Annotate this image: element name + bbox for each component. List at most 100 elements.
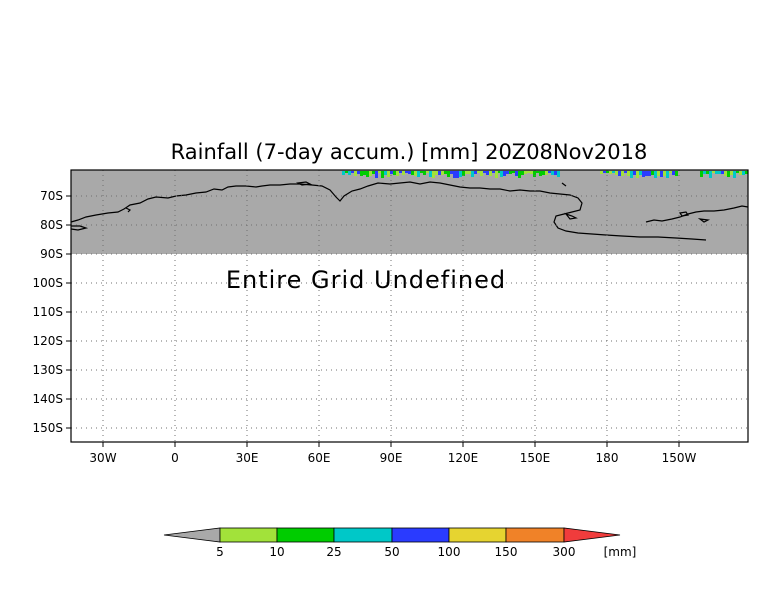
rain-patch <box>727 171 730 177</box>
rain-patch <box>492 171 495 173</box>
rain-patch <box>405 171 408 173</box>
rain-patch <box>444 171 447 174</box>
rain-patch <box>739 171 742 175</box>
rain-patch <box>450 171 453 174</box>
rain-patch <box>618 171 621 176</box>
rain-patch <box>715 171 718 174</box>
rain-patch <box>402 171 405 175</box>
x-tick-label: 30W <box>89 451 116 465</box>
rain-patch <box>706 171 709 174</box>
rain-patch <box>627 171 630 176</box>
rain-patch <box>621 171 624 176</box>
rain-patch <box>495 171 498 178</box>
rain-patch <box>557 171 560 177</box>
rain-patch <box>633 171 636 175</box>
x-tick-label: 120E <box>448 451 479 465</box>
rain-patch <box>536 171 539 173</box>
rain-patch <box>462 171 465 176</box>
rain-patch <box>733 171 736 178</box>
rain-patch <box>390 171 393 174</box>
rain-patch <box>498 171 501 173</box>
colorbar-label: 5 <box>216 545 224 559</box>
rain-patch <box>351 171 354 173</box>
colorbar: 5 10 25 50 100 150 300 [mm] <box>163 527 637 559</box>
rain-patch <box>357 171 360 174</box>
y-tick-label: 100S <box>32 276 63 290</box>
rain-patch <box>527 171 530 173</box>
x-tick-label: 0 <box>171 451 179 465</box>
x-axis-labels: 30W 0 30E 60E 90E 120E 150E 180 150W <box>89 451 696 465</box>
y-tick-label: 130S <box>32 363 63 377</box>
rain-patch <box>465 171 468 174</box>
rain-patch <box>639 171 642 175</box>
rain-patch <box>524 171 527 174</box>
rain-patch <box>651 171 654 175</box>
rain-patch <box>624 171 627 173</box>
rain-patch <box>486 171 489 175</box>
x-tick-label: 60E <box>308 451 331 465</box>
rain-patch <box>742 171 745 175</box>
rain-patch <box>554 171 557 175</box>
rain-patch <box>471 171 474 177</box>
x-tick-label: 30E <box>236 451 259 465</box>
colorbar-segment <box>276 527 335 543</box>
colorbar-segment <box>505 527 565 543</box>
rain-patch <box>539 171 542 176</box>
rain-patch <box>378 171 381 173</box>
undefined-region <box>71 170 748 254</box>
colorbar-units: [mm] <box>604 545 637 559</box>
rain-patch <box>506 171 509 174</box>
rain-patch <box>657 171 660 176</box>
rain-patch <box>363 171 366 175</box>
x-tick-label: 180 <box>596 451 619 465</box>
rain-patch <box>672 171 675 175</box>
rain-patch <box>387 171 390 177</box>
rain-patch <box>600 171 603 174</box>
rain-patch <box>603 171 606 173</box>
rain-patch <box>366 171 369 177</box>
rain-patch <box>730 171 733 175</box>
rain-patch <box>545 171 548 175</box>
rain-patch <box>642 171 645 177</box>
rain-patch <box>703 171 706 174</box>
rain-patch <box>345 171 348 173</box>
rain-patch <box>438 171 441 175</box>
rain-patch <box>393 171 396 175</box>
rain-patch <box>399 171 402 173</box>
rain-patch <box>515 171 518 176</box>
rain-patch <box>606 171 609 173</box>
colorbar-over-triangle <box>563 527 621 543</box>
rain-patch <box>724 171 727 176</box>
rain-patch <box>530 171 533 174</box>
rain-patch <box>435 171 438 175</box>
y-tick-label: 140S <box>32 392 63 406</box>
rain-patch <box>480 171 483 176</box>
colorbar-label: 25 <box>326 545 341 559</box>
rain-patch <box>509 171 512 174</box>
x-tick-label: 150E <box>520 451 551 465</box>
rain-patch <box>423 171 426 175</box>
rain-patch <box>396 171 399 176</box>
rain-patch <box>447 171 450 177</box>
rain-patch <box>417 171 420 177</box>
rain-patch <box>453 171 456 178</box>
rain-patch <box>542 171 545 175</box>
rain-patch <box>489 171 492 176</box>
rain-patch <box>615 171 618 175</box>
axis-ticks <box>66 195 680 447</box>
rain-patch <box>459 171 462 177</box>
colorbar-under-triangle <box>163 527 221 543</box>
rain-patch <box>426 171 429 173</box>
rain-patch <box>348 171 351 175</box>
colorbar-segment <box>333 527 393 543</box>
y-tick-label: 80S <box>40 218 63 232</box>
rain-patch <box>551 171 554 175</box>
y-tick-label: 120S <box>32 334 63 348</box>
rain-patch <box>609 171 612 174</box>
rain-patch <box>468 171 471 174</box>
rain-patch <box>663 171 666 176</box>
rain-patch <box>474 171 477 174</box>
rain-patch <box>354 171 357 176</box>
rain-patch <box>666 171 669 178</box>
